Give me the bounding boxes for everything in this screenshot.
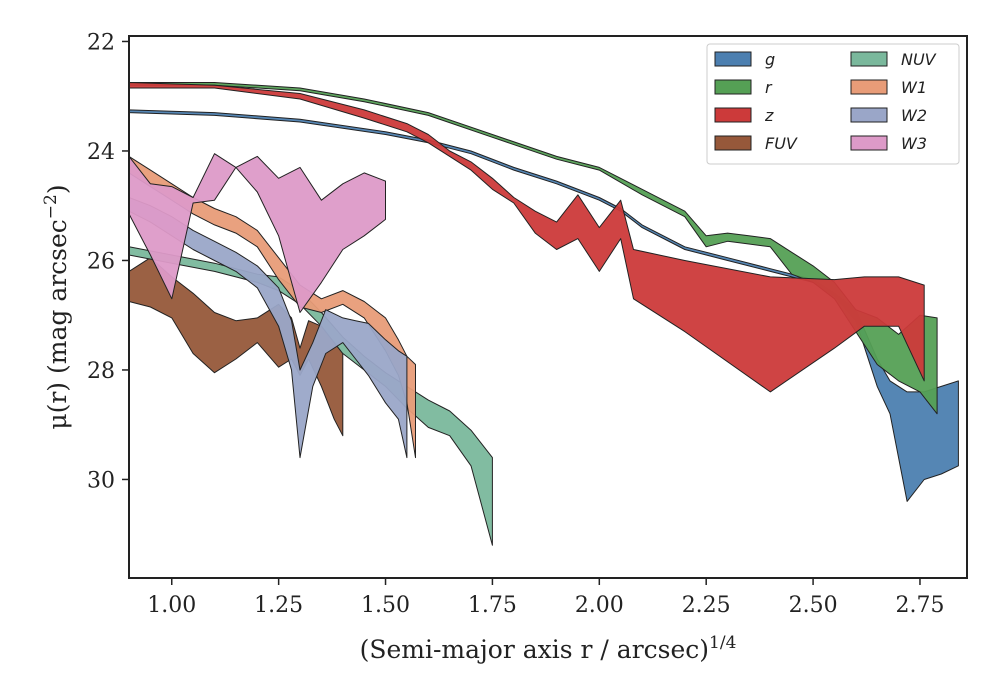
legend-swatch-W3: [850, 135, 888, 151]
y-axis-title-exponent: −2: [41, 194, 61, 219]
legend-label-g: g: [765, 50, 775, 69]
y-axis: 22 24 26 28 30: [87, 30, 129, 493]
legend-label-z: z: [764, 106, 774, 125]
x-axis: 1.00 1.25 1.50 1.75 2.00 2.25 2.50 2.75: [147, 578, 944, 618]
legend-label-FUV: FUV: [765, 134, 798, 153]
legend-label-NUV: NUV: [901, 50, 937, 69]
band-z: [128, 82, 925, 393]
y-axis-title: μ(r) (mag arcsec−2): [41, 184, 72, 429]
band-r: [128, 82, 938, 415]
legend-frame: [706, 43, 960, 165]
x-tick-label: 2.50: [789, 593, 838, 618]
band-W3: [128, 153, 386, 313]
legend: grz FUV NUV W1 W2 W3: [706, 43, 960, 165]
plot-frame: [128, 35, 968, 579]
y-tick-label: 28: [87, 359, 115, 384]
legend-swatch-W2: [850, 107, 888, 123]
legend-swatch-NUV: [850, 51, 888, 67]
y-axis-title-close: ): [43, 184, 72, 194]
x-axis-title-text: (Semi-major axis r / arcsec): [360, 635, 709, 664]
legend-label-W1: W1: [901, 78, 927, 97]
x-axis-title: (Semi-major axis r / arcsec)1/4: [360, 633, 737, 664]
legend-label-W3: W3: [901, 134, 927, 153]
band-g: [128, 109, 959, 502]
series-bands: [128, 82, 959, 546]
y-tick-label: 24: [87, 140, 115, 165]
x-tick-label: 1.00: [147, 593, 196, 618]
x-axis-title-exponent: 1/4: [709, 633, 736, 653]
band-FUV: [128, 257, 344, 437]
x-tick-label: 2.75: [895, 593, 944, 618]
x-tick-label: 2.25: [682, 593, 731, 618]
legend-swatch-z: [714, 107, 752, 123]
legend-label-W2: W2: [901, 106, 927, 125]
legend-swatch-W1: [850, 79, 888, 95]
x-tick-label: 1.75: [468, 593, 517, 618]
x-tick-label: 1.25: [254, 593, 303, 618]
y-tick-label: 22: [87, 30, 115, 55]
legend-swatch-r: [714, 79, 752, 95]
legend-swatch-g: [714, 51, 752, 67]
x-tick-label: 2.00: [575, 593, 624, 618]
legend-swatch-FUV: [714, 135, 752, 151]
y-axis-title-text: μ(r) (mag arcsec: [43, 219, 72, 429]
y-tick-label: 30: [87, 468, 115, 493]
y-tick-label: 26: [87, 249, 115, 274]
legend-label-r: r: [765, 78, 773, 97]
x-tick-label: 1.50: [361, 593, 410, 618]
